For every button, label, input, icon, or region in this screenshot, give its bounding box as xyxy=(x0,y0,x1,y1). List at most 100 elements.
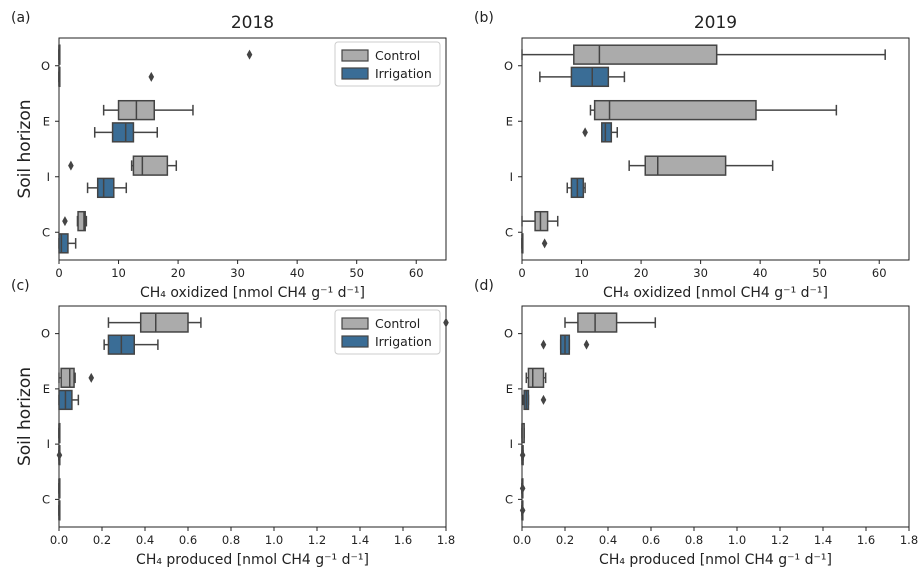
x-tick-label: 1.4 xyxy=(351,533,369,547)
box-irrigation-C xyxy=(519,500,526,521)
y-tick-label: C xyxy=(42,225,50,239)
box-iqr xyxy=(60,367,75,388)
legend-swatch xyxy=(341,49,369,62)
x-tick-label: 10 xyxy=(111,266,126,280)
y-tick-label: E xyxy=(43,382,50,396)
box-irrigation-O xyxy=(103,334,159,355)
y-tick-label: C xyxy=(42,492,50,506)
outlier-point xyxy=(68,160,74,171)
panel-label: (b) xyxy=(474,10,494,26)
box-iqr xyxy=(111,122,135,143)
x-tick-label: 1.2 xyxy=(771,533,789,547)
legend-label: Irrigation xyxy=(375,334,432,349)
legend-label: Control xyxy=(375,316,420,331)
box-iqr xyxy=(77,210,86,232)
legend-swatch xyxy=(341,317,369,330)
x-tick-label: 0.4 xyxy=(136,533,154,547)
box-iqr xyxy=(58,233,69,254)
x-tick-label: 0 xyxy=(518,266,525,280)
x-tick-label: 30 xyxy=(230,266,245,280)
box-iqr xyxy=(139,312,189,333)
y-tick-label: E xyxy=(506,382,513,396)
box-control-I xyxy=(628,155,774,176)
x-tick-label: 10 xyxy=(574,266,589,280)
y-axis-label: Soil horizon xyxy=(15,367,35,466)
box-irrigation-O xyxy=(540,334,590,355)
box-control-E xyxy=(525,367,547,388)
box-iqr xyxy=(527,367,545,388)
box-control-E xyxy=(589,99,838,121)
y-tick-label: E xyxy=(506,114,513,128)
box-irrigation-E xyxy=(93,122,158,143)
outlier-point xyxy=(148,71,155,82)
box-iqr xyxy=(644,155,727,176)
legend-label: Control xyxy=(375,48,420,63)
outlier-point xyxy=(246,49,253,60)
y-tick-label: I xyxy=(510,437,513,451)
outlier-point xyxy=(583,339,590,350)
box-iqr xyxy=(593,99,757,121)
box-irrigation-I xyxy=(56,445,63,466)
box-iqr xyxy=(601,122,613,143)
y-tick-label: O xyxy=(504,59,513,73)
box-control-O xyxy=(58,44,253,65)
x-tick-label: 0.6 xyxy=(179,533,197,547)
box-irrigation-C xyxy=(58,233,77,254)
plot-frame xyxy=(521,37,910,261)
box-control-I xyxy=(58,422,61,444)
box-iqr xyxy=(132,155,169,176)
x-tick-label: 0.4 xyxy=(599,533,617,547)
legend-label: Irrigation xyxy=(375,66,432,81)
x-tick-label: 30 xyxy=(693,266,708,280)
x-tick-label: 1.8 xyxy=(900,533,918,547)
x-tick-label: 0.8 xyxy=(222,533,240,547)
box-control-C xyxy=(58,478,61,499)
box-irrigation-C xyxy=(58,500,61,521)
box-control-C xyxy=(519,478,526,499)
x-axis-label: CH₄ produced [nmol CH4 g⁻¹ d⁻¹] xyxy=(599,552,832,568)
y-tick-label: O xyxy=(504,327,513,341)
x-tick-label: 1.0 xyxy=(265,533,283,547)
box-iqr xyxy=(573,44,718,65)
x-tick-label: 20 xyxy=(634,266,649,280)
chart-title: 2018 xyxy=(231,13,274,33)
x-tick-label: 0.2 xyxy=(93,533,111,547)
x-tick-label: 40 xyxy=(753,266,768,280)
x-tick-label: 1.4 xyxy=(814,533,832,547)
x-axis-label: CH₄ oxidized [nmol CH4 g⁻¹ d⁻¹] xyxy=(603,285,828,301)
plot-frame xyxy=(521,305,910,528)
panel-label: (c) xyxy=(11,278,30,294)
y-tick-label: I xyxy=(510,170,513,184)
outlier-point xyxy=(541,238,548,249)
box-iqr xyxy=(577,312,618,333)
box-irrigation-O xyxy=(58,66,155,88)
box-irrigation-I xyxy=(86,177,128,199)
box-irrigation-I xyxy=(566,177,586,199)
box-control-C xyxy=(62,210,88,232)
legend-swatch xyxy=(341,335,369,348)
x-axis-label: CH₄ produced [nmol CH4 g⁻¹ d⁻¹] xyxy=(136,552,369,568)
box-control-O xyxy=(564,312,657,333)
box-control-O xyxy=(521,44,886,65)
plot-frame xyxy=(58,305,447,528)
outlier-point xyxy=(443,317,449,328)
x-tick-label: 50 xyxy=(349,266,364,280)
panel-label: (d) xyxy=(474,278,494,294)
box-irrigation-O xyxy=(539,66,626,88)
x-tick-label: 1.2 xyxy=(308,533,326,547)
x-tick-label: 0.0 xyxy=(513,533,531,547)
box-control-O xyxy=(107,312,449,333)
box-irrigation-C xyxy=(521,233,548,254)
box-iqr xyxy=(570,66,610,88)
outlier-point xyxy=(582,127,588,138)
x-tick-label: 20 xyxy=(171,266,186,280)
x-tick-label: 1.6 xyxy=(394,533,412,547)
box-irrigation-E xyxy=(58,389,80,411)
box-control-C xyxy=(521,210,559,232)
x-tick-label: 60 xyxy=(872,266,887,280)
outlier-point xyxy=(519,450,526,461)
y-tick-label: O xyxy=(41,59,50,73)
x-tick-label: 60 xyxy=(409,266,424,280)
y-tick-label: I xyxy=(47,437,50,451)
